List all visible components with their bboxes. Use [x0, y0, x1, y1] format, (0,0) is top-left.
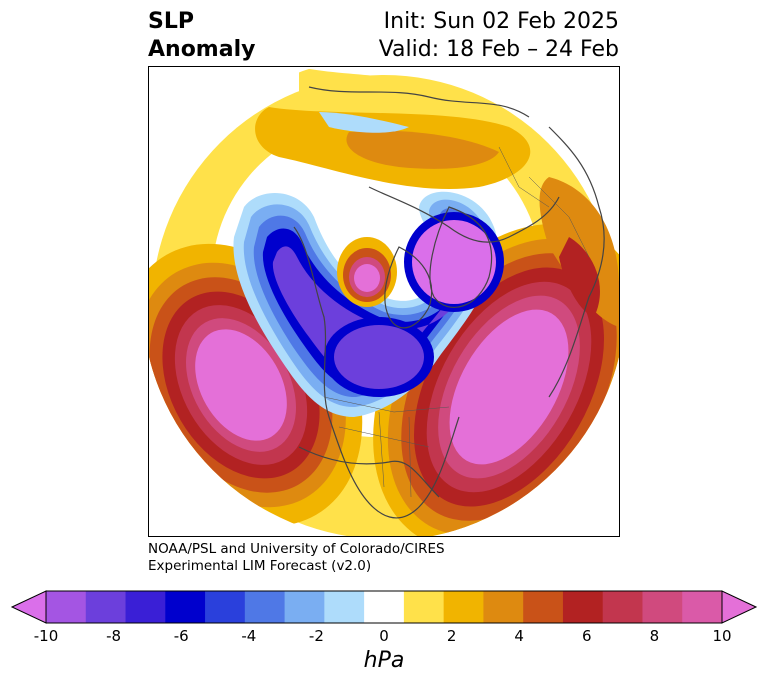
- colorbar-cell: [642, 591, 683, 623]
- polar-edge: [299, 67, 419, 104]
- colorbar-cell: [602, 591, 643, 623]
- colorbar-tick-label: -6: [173, 627, 189, 645]
- colorbar-tick-label: 8: [649, 627, 660, 645]
- colorbar-right-arrow: [721, 590, 758, 624]
- eurasia-high-core: [559, 237, 600, 317]
- colorbar-outline: [45, 590, 723, 624]
- atlantic-high-core: [449, 309, 569, 465]
- colorbar-tick-label: 6: [582, 627, 592, 645]
- colorbar-left-arrow: [10, 590, 47, 624]
- polar-blue-patch: [319, 112, 409, 133]
- colorbar-cell: [483, 591, 524, 623]
- colorbar-cell: [443, 591, 484, 623]
- coastlines: [293, 86, 605, 519]
- colorbar-tick-label: 0: [379, 627, 389, 645]
- trough-center: [334, 325, 424, 389]
- colorbar-cell: [284, 591, 325, 623]
- colorbar-cell: [523, 591, 564, 623]
- credit-line-1: NOAA/PSL and University of Colorado/CIRE…: [148, 541, 445, 557]
- colorbar-cell: [125, 591, 166, 623]
- colorbar-cell: [46, 591, 87, 623]
- colorbar-cell: [244, 591, 286, 623]
- colorbar-tick-label: -8: [106, 627, 122, 645]
- colorbar-tick-label: 4: [514, 627, 524, 645]
- colorbar-tick-label: -2: [308, 627, 324, 645]
- anomaly-field: [149, 67, 619, 536]
- map-title: SLP Anomaly: [148, 8, 255, 64]
- arctic-band-core: [346, 130, 499, 169]
- credit-text: NOAA/PSL and University of Colorado/CIRE…: [148, 541, 445, 575]
- colorbar-cell: [324, 591, 365, 623]
- valid-range: Valid: 18 Feb – 24 Feb: [378, 37, 619, 62]
- colorbar-cell: [85, 591, 127, 623]
- colorbar-cell: [205, 591, 246, 623]
- colorbar-cell: [364, 591, 405, 623]
- colorbar-tick-label: 10: [712, 627, 732, 645]
- colorbar-tick-label: -4: [241, 627, 257, 645]
- forecast-dates: Init: Sun 02 Feb 2025 Valid: 18 Feb – 24…: [379, 8, 619, 64]
- map-canvas: [149, 67, 619, 536]
- trough-5: [272, 235, 468, 378]
- title-line-2: Anomaly: [148, 37, 256, 62]
- colorbar: [10, 590, 758, 624]
- anomaly-map[interactable]: [148, 66, 620, 537]
- colorbar-cell: [403, 591, 445, 623]
- colorbar-cells: [46, 591, 723, 623]
- borders: [323, 146, 590, 498]
- credit-line-2: Experimental LIM Forecast (v2.0): [148, 558, 372, 574]
- init-date: Init: Sun 02 Feb 2025: [383, 9, 619, 34]
- colorbar-cell: [682, 591, 723, 623]
- hudson-high-core: [354, 264, 380, 292]
- title-line-1: SLP: [148, 9, 194, 34]
- colorbar-tick-label: -10: [33, 627, 59, 645]
- colorbar-cell: [165, 591, 206, 623]
- colorbar-cell: [562, 591, 604, 623]
- greenland-low-core: [412, 220, 496, 304]
- pacific-high-core: [195, 329, 287, 441]
- colorbar-tick-label: 2: [446, 627, 457, 645]
- colorbar-unit: hPa: [363, 648, 405, 673]
